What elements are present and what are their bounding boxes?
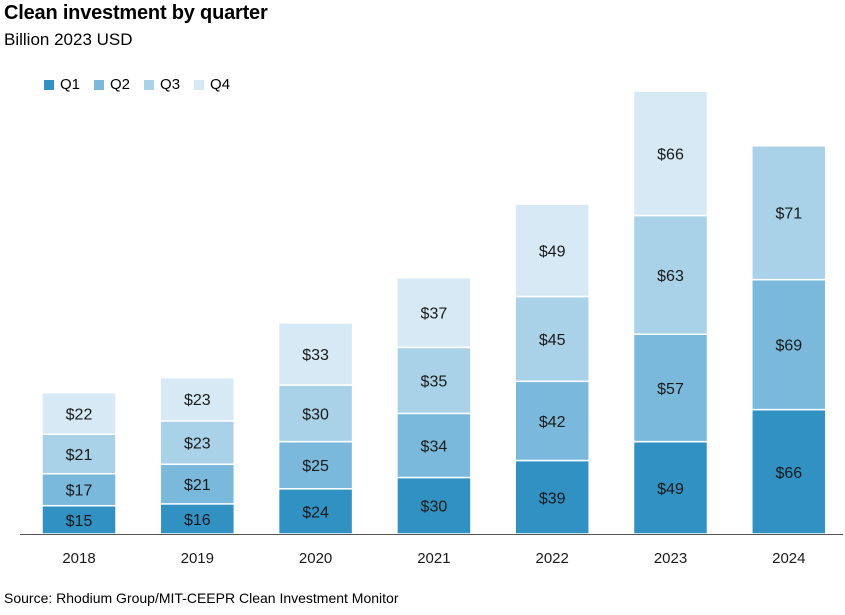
bar-2020-q2 xyxy=(277,440,354,490)
data-label-2019-q4: $23 xyxy=(184,392,211,409)
bar-2022-q1 xyxy=(514,459,590,535)
legend-item-q4: Q4 xyxy=(194,76,230,93)
bar-2021-q2 xyxy=(396,412,472,479)
bar-2023-q3 xyxy=(632,214,709,335)
data-label-2023-q2: $57 xyxy=(657,381,684,398)
bar-2018-q2 xyxy=(41,472,117,507)
data-label-2019-q3: $23 xyxy=(184,436,211,453)
bar-2018-q4 xyxy=(41,391,117,435)
data-label-2022-q2: $42 xyxy=(539,414,566,431)
source-note: Source: Rhodium Group/MIT-CEEPR Clean In… xyxy=(4,590,399,606)
data-label-2019-q1: $16 xyxy=(184,512,211,529)
bar-2023-q2 xyxy=(632,333,709,443)
legend-swatch-q3 xyxy=(144,79,155,90)
data-label-2021-q2: $34 xyxy=(421,438,448,455)
data-label-2019-q2: $21 xyxy=(184,477,211,494)
legend-item-q1: Q1 xyxy=(44,76,80,93)
data-label-2021-q4: $37 xyxy=(421,306,448,323)
bar-2020-q1 xyxy=(277,488,354,535)
bar-2021-q3 xyxy=(396,346,472,415)
bar-2018-q1 xyxy=(41,504,117,535)
data-label-2023-q1: $49 xyxy=(657,481,684,498)
legend-label-q4: Q4 xyxy=(210,76,231,93)
bar-2020-q4 xyxy=(277,322,354,386)
data-label-2020-q2: $25 xyxy=(302,458,329,475)
legend-label-q2: Q2 xyxy=(110,76,131,93)
data-label-2018-q3: $21 xyxy=(66,447,93,464)
legend-item-q2: Q2 xyxy=(94,76,130,93)
bar-2021-q1 xyxy=(396,476,472,535)
data-label-2023-q4: $66 xyxy=(657,146,684,163)
bar-2019-q1 xyxy=(159,503,236,535)
data-label-2024-q2: $69 xyxy=(775,338,802,355)
data-label-2023-q3: $63 xyxy=(657,268,684,285)
data-label-2022-q1: $39 xyxy=(539,490,566,507)
legend-swatch-q1 xyxy=(44,79,54,90)
x-tick-label-2020: 2020 xyxy=(299,550,332,567)
legend-swatch-q4 xyxy=(194,79,205,90)
data-label-2021-q1: $30 xyxy=(421,499,448,516)
x-tick-label-2022: 2022 xyxy=(536,550,569,567)
legend: Q1 Q2 Q3 Q4 xyxy=(44,76,244,93)
bar-2022-q4 xyxy=(514,203,590,298)
bar-2019-q3 xyxy=(159,420,236,465)
bar-2020-q3 xyxy=(277,384,354,443)
data-label-2022-q4: $49 xyxy=(539,243,566,260)
chart-subtitle: Billion 2023 USD xyxy=(4,30,133,49)
data-label-2020-q3: $30 xyxy=(302,406,329,423)
x-tick-label-2019: 2019 xyxy=(181,550,214,567)
data-label-2020-q1: $24 xyxy=(302,504,329,521)
bar-2022-q3 xyxy=(514,295,590,383)
bar-2024-q3 xyxy=(751,145,827,281)
data-label-2022-q3: $45 xyxy=(539,332,566,349)
bar-2019-q4 xyxy=(159,376,236,422)
data-label-2024-q3: $71 xyxy=(775,206,802,223)
x-tick-label-2018: 2018 xyxy=(62,550,95,567)
chart-title: Clean investment by quarter xyxy=(4,2,268,24)
x-tick-label-2021: 2021 xyxy=(417,550,450,567)
data-label-2020-q4: $33 xyxy=(302,347,329,364)
bar-2023-q4 xyxy=(632,90,709,217)
bar-2019-q2 xyxy=(159,463,236,505)
x-tick-label-2024: 2024 xyxy=(772,550,805,567)
data-label-2018-q4: $22 xyxy=(66,406,93,423)
legend-label-q3: Q3 xyxy=(160,76,181,93)
legend-item-q3: Q3 xyxy=(144,76,180,93)
data-label-2024-q1: $66 xyxy=(775,465,802,482)
bar-2018-q3 xyxy=(41,433,117,475)
data-label-2018-q1: $15 xyxy=(66,513,93,530)
legend-swatch-q2 xyxy=(94,79,105,90)
legend-label-q1: Q1 xyxy=(60,76,81,93)
x-tick-label-2023: 2023 xyxy=(654,550,687,567)
data-label-2018-q2: $17 xyxy=(66,483,93,500)
bar-2021-q4 xyxy=(396,276,472,349)
data-label-2021-q3: $35 xyxy=(421,373,448,390)
